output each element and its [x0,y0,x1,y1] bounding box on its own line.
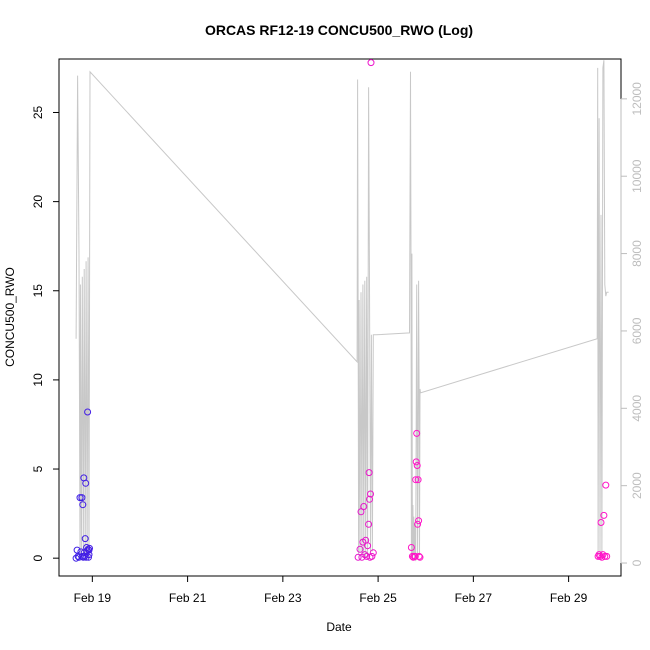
x-tick-label: Feb 19 [74,591,112,605]
data-point [364,542,372,550]
data-point [597,519,605,526]
y2-tick-label: 4000 [630,395,644,422]
data-point [600,511,608,519]
y2-tick-label: 0 [630,559,644,566]
y2-tick-label: 8000 [630,240,644,267]
data-point [85,553,92,561]
y-tick-label: 20 [31,195,45,209]
y2-tick-label: 10000 [630,159,644,193]
y-axis-label: CONCU500_RWO [3,267,17,367]
data-point [365,520,373,528]
y-axis-left: 0 5 10 15 20 25 [31,105,60,562]
series-line [75,60,609,562]
data-point [356,545,364,553]
x-axis-label: Date [326,620,352,634]
chart-title: ORCAS RF12-19 CONCU500_RWO (Log) [205,22,473,38]
y2-tick-label: 2000 [630,472,644,499]
data-point [602,481,610,489]
data-point [414,520,422,528]
y-axis-right: 0 2000 4000 6000 8000 10000 12000 [620,82,644,566]
x-tick-label: Feb 25 [359,591,397,605]
data-point [82,479,90,487]
y-tick-label: 5 [31,465,45,472]
data-point [415,517,423,525]
data-point [367,59,375,67]
x-tick-label: Feb 27 [455,591,493,605]
y-tick-label: 0 [31,555,45,562]
y-tick-label: 10 [31,373,45,387]
data-point [369,549,377,557]
data-point [72,554,80,562]
data-point [365,469,373,477]
x-axis: Feb 19 Feb 21 Feb 23 Feb 25 Feb 27 Feb 29 [74,575,588,605]
data-point [84,408,92,416]
series-line-group [75,60,609,562]
y2-tick-label: 12000 [630,82,644,116]
data-point [84,545,92,553]
x-tick-label: Feb 29 [550,591,588,605]
data-point [411,552,419,560]
data-point [86,544,93,552]
data-point [357,508,365,516]
data-point [367,490,374,498]
data-point [76,494,84,502]
y-tick-label: 15 [31,284,45,298]
data-point [413,462,421,469]
y-tick-label: 25 [31,105,45,119]
data-point [415,552,423,560]
y2-tick-label: 6000 [630,317,644,344]
data-point [78,494,86,502]
data-point [366,495,373,503]
data-point [413,429,421,437]
data-point [79,501,87,509]
data-point [412,476,420,484]
series-points-group [72,59,611,562]
data-point [81,535,89,543]
data-point [414,476,422,484]
x-tick-label: Feb 23 [264,591,302,605]
data-point [601,552,609,560]
data-point [354,553,362,561]
data-point [412,458,420,466]
data-point [407,544,415,551]
data-point [416,553,424,561]
data-point [603,552,611,560]
data-point [599,551,607,559]
data-point [79,553,87,561]
data-point [368,552,376,560]
data-point [360,503,368,510]
x-tick-label: Feb 21 [169,591,207,605]
data-point [73,546,81,554]
data-point [408,552,416,560]
plot-frame [58,58,622,577]
data-point [363,552,371,560]
